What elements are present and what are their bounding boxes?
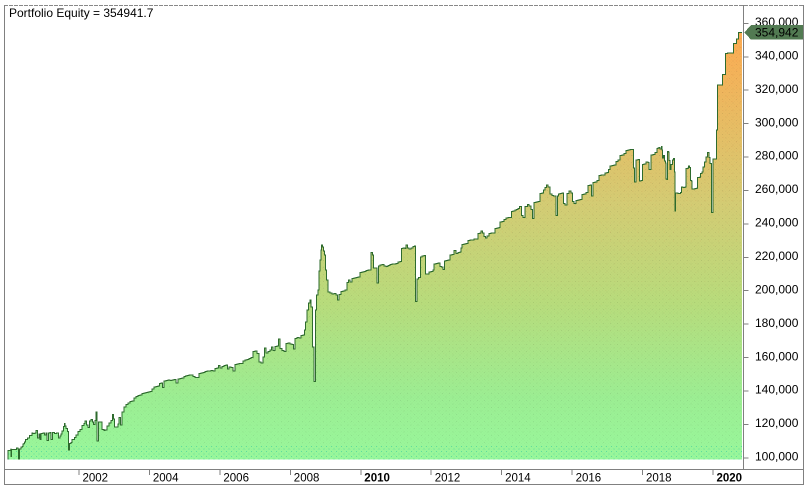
svg-text:160,000: 160,000	[755, 349, 799, 363]
svg-text:2016: 2016	[576, 473, 602, 485]
svg-text:240,000: 240,000	[755, 216, 799, 230]
svg-text:260,000: 260,000	[755, 182, 799, 196]
svg-text:2012: 2012	[435, 473, 461, 485]
svg-text:2018: 2018	[646, 473, 672, 485]
svg-text:300,000: 300,000	[755, 115, 799, 129]
svg-text:220,000: 220,000	[755, 249, 799, 263]
svg-text:340,000: 340,000	[755, 49, 799, 63]
svg-text:140,000: 140,000	[755, 383, 799, 397]
svg-text:180,000: 180,000	[755, 316, 799, 330]
svg-text:120,000: 120,000	[755, 416, 799, 430]
svg-text:2010: 2010	[364, 473, 390, 485]
svg-text:2004: 2004	[153, 473, 179, 485]
svg-text:100,000: 100,000	[755, 450, 799, 464]
svg-text:2006: 2006	[223, 473, 249, 485]
svg-text:280,000: 280,000	[755, 149, 799, 163]
svg-text:2014: 2014	[505, 473, 531, 485]
svg-text:2020: 2020	[717, 473, 743, 485]
svg-text:2008: 2008	[294, 473, 320, 485]
svg-text:2002: 2002	[83, 473, 109, 485]
svg-text:200,000: 200,000	[755, 282, 799, 296]
svg-text:320,000: 320,000	[755, 82, 799, 96]
svg-text:Portfolio Equity = 354941.7: Portfolio Equity = 354941.7	[9, 6, 154, 20]
svg-text:354,942: 354,942	[755, 26, 799, 40]
